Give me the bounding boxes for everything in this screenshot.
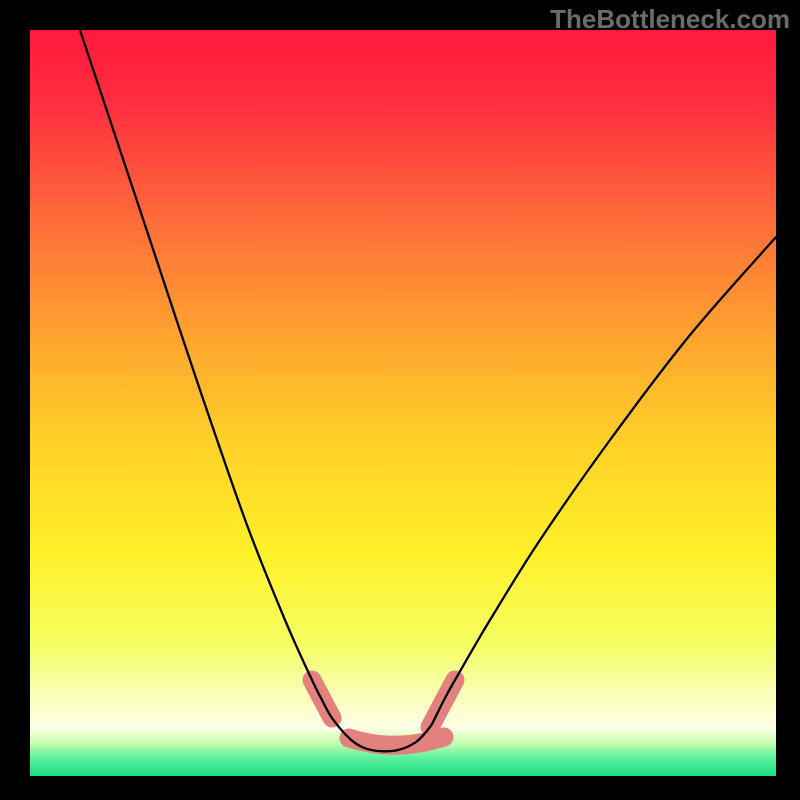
gradient-plot-background	[30, 30, 776, 776]
chart-frame: TheBottleneck.com	[0, 0, 800, 800]
